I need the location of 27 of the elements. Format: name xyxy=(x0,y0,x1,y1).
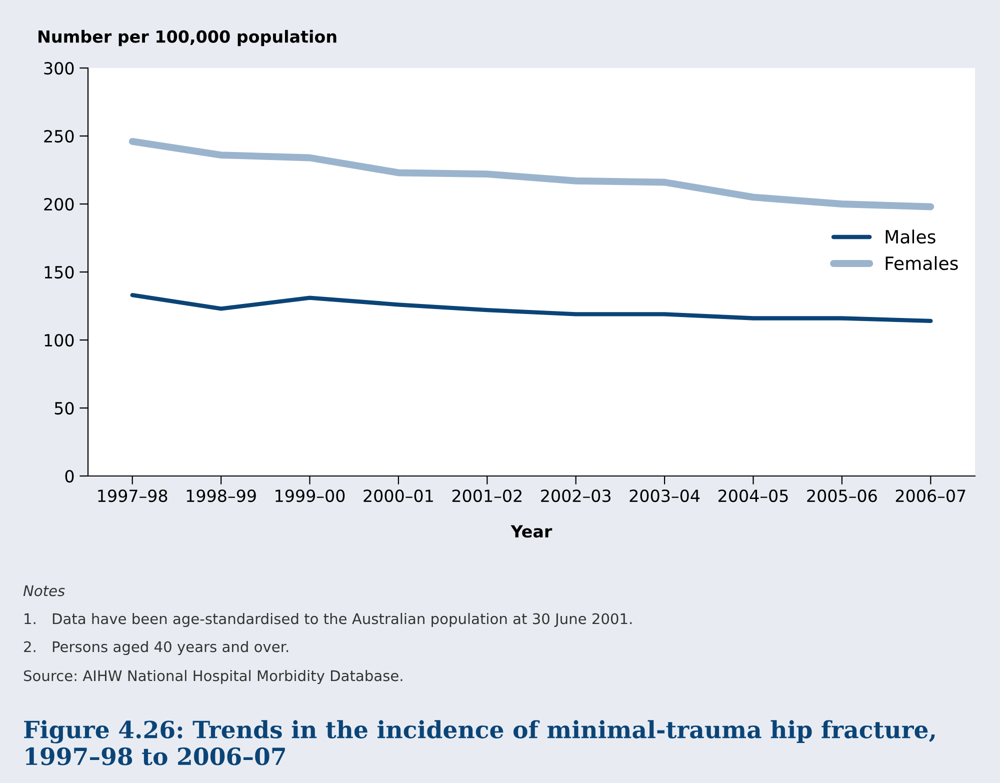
x-tick-label: 1997–98 xyxy=(98,489,168,502)
x-axis-title: Year xyxy=(510,525,552,538)
line-series xyxy=(130,293,933,324)
y-tick-label: 250 xyxy=(44,130,74,143)
y-tick-label: 300 xyxy=(44,62,74,75)
legend-label: Females xyxy=(886,256,958,270)
x-tick-label: 2002–03 xyxy=(541,489,610,502)
x-tick-label: 2003–04 xyxy=(630,489,700,502)
y-tick-label: 50 xyxy=(54,402,74,415)
y-tick-label: 0 xyxy=(65,470,74,483)
legend-label: Males xyxy=(886,230,936,244)
x-tick-label: 2001–02 xyxy=(452,489,522,502)
x-tick-label: 2004–05 xyxy=(718,489,788,502)
x-tick-label: 1999–00 xyxy=(276,489,345,502)
y-tick-label: 150 xyxy=(44,266,74,279)
y-tick-label: 100 xyxy=(44,334,74,347)
text: 1. Data have been age-standardised to the Australian population at 30 June 2001. xyxy=(24,612,632,628)
x-tick-label: 2006–07 xyxy=(896,489,966,502)
source-note: Source: AIHW National Hospital Morbidity Database. xyxy=(24,670,402,684)
text: Figure 4.26: Trends in the incidence of minimal-trauma hip fracture, 1997–98 to 2006–07 xyxy=(24,720,935,766)
y-axis-title: Number per 100,000 population xyxy=(38,30,336,46)
x-tick-label: 1998–99 xyxy=(186,489,256,502)
text: Notes xyxy=(23,585,65,596)
text: 2. Persons aged 40 years and over. xyxy=(24,640,288,656)
x-tick-label: 2000–01 xyxy=(364,489,433,502)
y-tick-label: 200 xyxy=(44,198,74,211)
x-tick-label: 2005–06 xyxy=(807,489,877,502)
